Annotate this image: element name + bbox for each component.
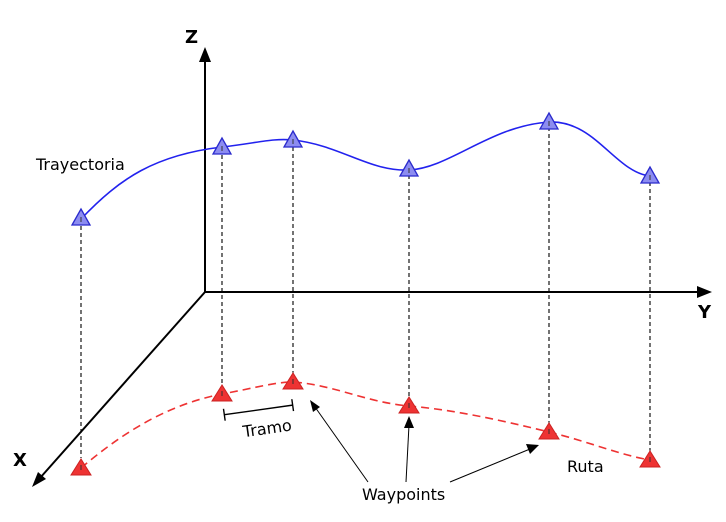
route-waypoint-marker xyxy=(538,422,560,440)
trajectory-curve xyxy=(80,121,651,220)
route-waypoint-marker xyxy=(639,450,661,468)
x-axis-label: X xyxy=(13,450,27,471)
y-axis-arrowhead xyxy=(697,286,712,298)
route-curve xyxy=(80,381,651,469)
segment-bracket: Tramo xyxy=(222,399,295,442)
trajectory-waypoint-marker xyxy=(282,129,304,148)
route-waypoint-marker xyxy=(211,384,233,402)
trajectory-waypoint-marker xyxy=(70,207,92,226)
x-axis xyxy=(39,291,206,479)
waypoints-pointers xyxy=(310,400,539,483)
trajectory-waypoint-marker xyxy=(639,165,661,184)
axes: Z Y X xyxy=(13,27,712,487)
waypoints-pointer-arrowhead xyxy=(310,400,320,412)
projection-guides xyxy=(80,127,651,458)
waypoints-pointer-line xyxy=(449,448,531,483)
waypoints-pointer-line xyxy=(405,424,410,483)
waypoints-pointer-arrowhead xyxy=(404,416,414,428)
segment-label: Tramo xyxy=(241,416,293,442)
waypoints-pointer-line xyxy=(314,406,369,483)
trajectory-label: Trayectoria xyxy=(35,155,125,174)
trajectory-markers xyxy=(70,111,661,226)
route-waypoint-marker xyxy=(70,458,92,476)
waypoints-label: Waypoints xyxy=(362,485,445,504)
z-axis-arrowhead xyxy=(199,47,211,62)
trajectory-waypoint-marker xyxy=(398,158,420,177)
x-axis-arrowhead xyxy=(32,472,46,487)
z-axis-label: Z xyxy=(185,27,198,48)
waypoints-pointer-arrowhead xyxy=(526,444,539,454)
y-axis-label: Y xyxy=(697,302,712,323)
route-waypoint-marker xyxy=(282,372,304,390)
route-label: Ruta xyxy=(567,457,604,476)
trajectory-waypoint-marker xyxy=(538,111,560,130)
trajectory-waypoint-marker xyxy=(211,136,233,155)
route-markers xyxy=(70,372,661,476)
route-waypoint-marker xyxy=(398,396,420,414)
